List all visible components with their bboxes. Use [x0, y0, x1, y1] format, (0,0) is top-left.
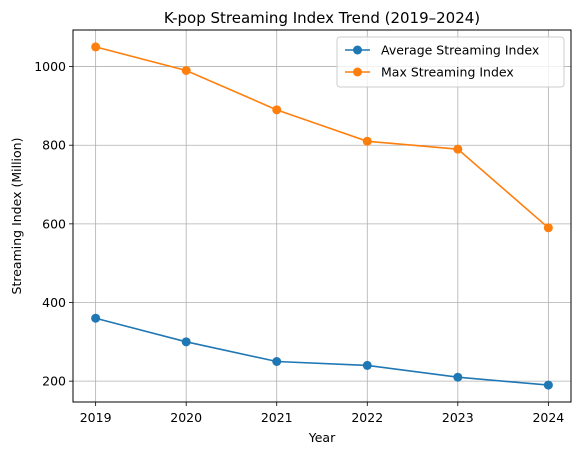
data-point	[362, 136, 372, 146]
data-point	[543, 223, 553, 233]
legend-label: Average Streaming Index	[381, 43, 539, 58]
data-point	[181, 66, 191, 76]
x-axis-ticks: 2019 2020 2021 2022 2023 2024	[80, 402, 564, 425]
y-tick-label: 1000	[34, 59, 66, 74]
x-tick-label: 2023	[442, 410, 474, 425]
y-axis-label: Streaming Index (Million)	[9, 138, 24, 295]
series-layer	[91, 42, 553, 390]
y-tick-label: 800	[42, 138, 66, 153]
data-point	[453, 144, 463, 154]
chart-title: K-pop Streaming Index Trend (2019–2024)	[164, 9, 480, 27]
data-point	[362, 360, 372, 370]
x-tick-label: 2020	[170, 410, 202, 425]
y-axis-ticks: 200 400 600 800 1000	[34, 59, 73, 389]
x-tick-label: 2019	[80, 410, 112, 425]
legend-box	[336, 36, 565, 88]
data-point	[272, 105, 282, 115]
legend-label: Max Streaming Index	[381, 65, 514, 80]
x-axis-label: Year	[308, 430, 336, 445]
y-tick-label: 200	[42, 374, 66, 389]
x-tick-label: 2024	[532, 410, 564, 425]
series-line-1	[95, 46, 549, 229]
data-point	[272, 356, 282, 366]
plot-frame	[72, 29, 572, 403]
y-tick-label: 600	[42, 216, 66, 231]
y-tick-label: 400	[42, 295, 66, 310]
data-point	[453, 372, 463, 382]
data-point	[543, 380, 553, 390]
data-point	[91, 42, 101, 52]
data-point	[91, 313, 101, 323]
data-point	[181, 337, 191, 347]
series-line-0	[95, 317, 549, 386]
legend-marker	[353, 45, 362, 55]
legend: Average Streaming Index Max Streaming Ind…	[336, 36, 565, 88]
x-tick-label: 2021	[261, 410, 293, 425]
legend-marker	[353, 67, 362, 77]
x-tick-label: 2022	[351, 410, 383, 425]
